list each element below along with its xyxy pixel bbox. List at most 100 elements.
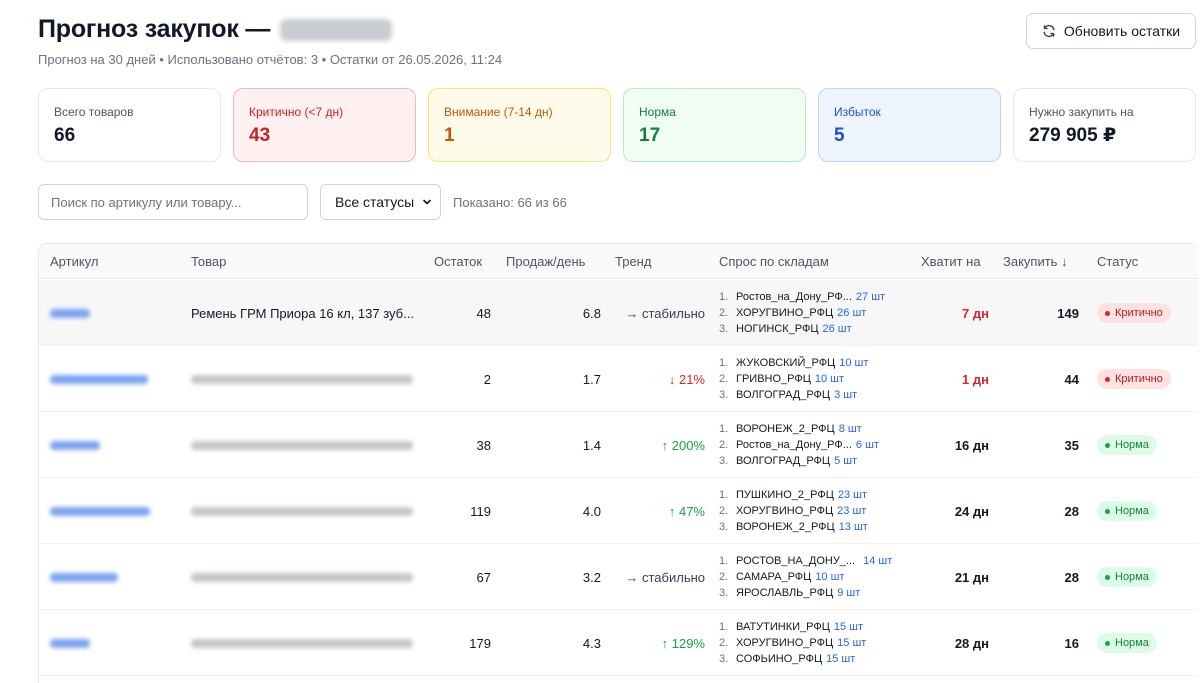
buy-quantity: 44: [1064, 371, 1079, 387]
card-purchase-sum-label: Нужно закупить на: [1029, 105, 1134, 119]
warehouse-line: 2. Ростов_на_Дону_РФ... 6 шт: [719, 439, 879, 451]
trend-value: ↑ 47%: [668, 503, 705, 519]
status-badge: Норма: [1097, 633, 1157, 653]
sku-link[interactable]: [50, 373, 160, 385]
product-name: [191, 346, 413, 412]
card-purchase-sum-value: 279 905 ₽: [1029, 125, 1117, 146]
sku-link[interactable]: [50, 307, 160, 319]
card-warning-value: 1: [444, 125, 455, 146]
status-badge: Норма: [1097, 435, 1157, 455]
th-stock[interactable]: Остаток: [434, 254, 483, 269]
sales-value: 6.8: [582, 305, 601, 321]
product-name: [191, 478, 413, 544]
warehouse-line: 1. Ростов_на_Дону_РФ... 27 шт: [719, 291, 886, 303]
th-status[interactable]: Статус: [1097, 254, 1139, 269]
th-buy[interactable]: Закупить ↓: [1003, 254, 1068, 269]
table-row[interactable]: 119 4.0 ↑ 47% 1. ПУШКИНО_2_РФЦ 23 шт 2. ХОР…: [39, 478, 1198, 544]
refresh-stock-button[interactable]: Обновить остатки: [1026, 13, 1196, 49]
sales-value: 1.7: [582, 371, 601, 387]
chevron-down-icon: [423, 199, 431, 205]
sales-value: 4.0: [582, 503, 601, 519]
trend-value: → стабильно: [625, 569, 705, 585]
status-select-value: Все статусы: [335, 194, 415, 210]
card-critical-label: Критично (<7 дн): [249, 105, 344, 119]
days-left: 24 дн: [954, 503, 989, 519]
redacted-product-name: [191, 572, 413, 582]
trend-value: ↑ 200%: [661, 437, 705, 453]
warehouse-line: 3. СОФЬИНО_РФЦ 15 шт: [719, 653, 856, 665]
stock-value: 67: [476, 569, 491, 585]
warehouse-line: 2. ХОРУГВИНО_РФЦ 23 шт: [719, 505, 867, 517]
status-badge: Критично: [1097, 303, 1171, 323]
status-cell: Норма: [1097, 544, 1157, 610]
sku-link[interactable]: [50, 571, 160, 583]
warehouse-line: 2. ГРИВНО_РФЦ 10 шт: [719, 373, 845, 385]
warehouse-line: 3. ВОРОНЕЖ_2_РФЦ 13 шт: [719, 521, 868, 533]
table-row[interactable]: 2 1.7 ↓ 21% 1. ЖУКОВСКИЙ_РФЦ 10 шт 2. ГРИВН…: [39, 346, 1198, 412]
days-left: 7 дн: [962, 305, 989, 321]
warehouse-line: 1. ЖУКОВСКИЙ_РФЦ 10 шт: [719, 357, 869, 369]
status-badge: Критично: [1097, 369, 1171, 389]
refresh-stock-label: Обновить остатки: [1063, 23, 1181, 39]
status-cell: Норма: [1097, 412, 1157, 478]
th-enough[interactable]: Хватит на: [921, 254, 981, 269]
product-name: [191, 412, 413, 478]
product-name: [191, 544, 413, 610]
page-title: Прогноз закупок —: [38, 15, 271, 43]
buy-quantity: 28: [1064, 503, 1079, 519]
search-input[interactable]: [38, 184, 308, 220]
days-left: 1 дн: [962, 371, 989, 387]
product-name: Ремень ГРМ Приора 16 кл, 137 зуб...: [191, 305, 414, 321]
stock-value: 119: [470, 503, 491, 519]
status-cell: Норма: [1097, 610, 1157, 676]
redacted-product-name: [191, 506, 413, 516]
sku-link[interactable]: [50, 637, 160, 649]
th-product[interactable]: Товар: [191, 254, 227, 269]
status-select[interactable]: Все статусы: [320, 184, 441, 220]
trend-value: ↑ 129%: [661, 635, 705, 651]
card-normal[interactable]: Норма 17: [623, 88, 806, 162]
card-excess-label: Избыток: [834, 105, 881, 119]
th-sku[interactable]: Артикул: [50, 254, 99, 269]
card-purchase-sum: Нужно закупить на 279 905 ₽: [1013, 88, 1196, 162]
warehouse-line: 3. ВОЛГОГРАД_РФЦ 3 шт: [719, 389, 858, 401]
filter-bar: Все статусы Показано: 66 из 66: [38, 184, 567, 220]
th-sales[interactable]: Продаж/день: [506, 254, 586, 269]
page-subtitle: Прогноз на 30 дней • Использовано отчёто…: [38, 52, 503, 67]
stock-value: 38: [476, 437, 491, 453]
product-name: [191, 610, 413, 676]
card-warning[interactable]: Внимание (7-14 дн) 1: [428, 88, 611, 162]
sku-link[interactable]: [50, 505, 160, 517]
sales-value: 3.2: [582, 569, 601, 585]
warehouse-line: 2. ХОРУГВИНО_РФЦ 15 шт: [719, 637, 867, 649]
days-left: 21 дн: [954, 569, 989, 585]
redacted-product-name: [191, 374, 413, 384]
warehouse-demand: 1. РОСТОВ_НА_ДОНУ_... 14 шт 2. САМАРА_РФЦ 10…: [719, 544, 892, 610]
table-row[interactable]: 67 3.2 → стабильно 1. РОСТОВ_НА_ДОНУ_... 1…: [39, 544, 1198, 610]
table-row[interactable]: 38 1.4 ↑ 200% 1. ВОРОНЕЖ_2_РФЦ 8 шт 2. Рост…: [39, 412, 1198, 478]
sku-link[interactable]: [50, 439, 160, 451]
table-row[interactable]: 179 4.3 ↑ 129% 1. ВАТУТИНКИ_РФЦ 15 шт 2. ХО…: [39, 610, 1198, 676]
redacted-product-name: [191, 638, 413, 648]
th-trend[interactable]: Тренд: [615, 254, 652, 269]
status-cell: Критично: [1097, 346, 1171, 412]
days-left: 16 дн: [954, 437, 989, 453]
table-row[interactable]: Ремень ГРМ Приора 16 кл, 137 зуб... 48 6…: [39, 280, 1198, 346]
warehouse-line: 2. ХОРУГВИНО_РФЦ 26 шт: [719, 307, 867, 319]
forecast-table: Артикул Товар Остаток Продаж/день Тренд …: [38, 243, 1198, 683]
trend-value: → стабильно: [625, 305, 705, 321]
warehouse-line: 3. ЯРОСЛАВЛЬ_РФЦ 9 шт: [719, 587, 861, 599]
sales-value: 1.4: [582, 437, 601, 453]
redacted-shop-name: [280, 19, 393, 41]
card-normal-label: Норма: [639, 105, 676, 119]
stock-value: 48: [476, 305, 491, 321]
card-total-value: 66: [54, 125, 76, 146]
buy-quantity: 16: [1064, 635, 1079, 651]
summary-cards: Всего товаров 66 Критично (<7 дн) 43 Вни…: [38, 88, 1196, 162]
sales-value: 4.3: [582, 635, 601, 651]
card-critical[interactable]: Критично (<7 дн) 43: [233, 88, 416, 162]
page-header: Прогноз закупок — Прогноз на 30 дней • И…: [38, 14, 1198, 74]
buy-quantity: 149: [1057, 305, 1079, 321]
card-excess[interactable]: Избыток 5: [818, 88, 1001, 162]
warehouse-demand: 1. ПУШКИНО_2_РФЦ 23 шт 2. ХОРУГВИНО_РФЦ 23 ш…: [719, 478, 868, 544]
